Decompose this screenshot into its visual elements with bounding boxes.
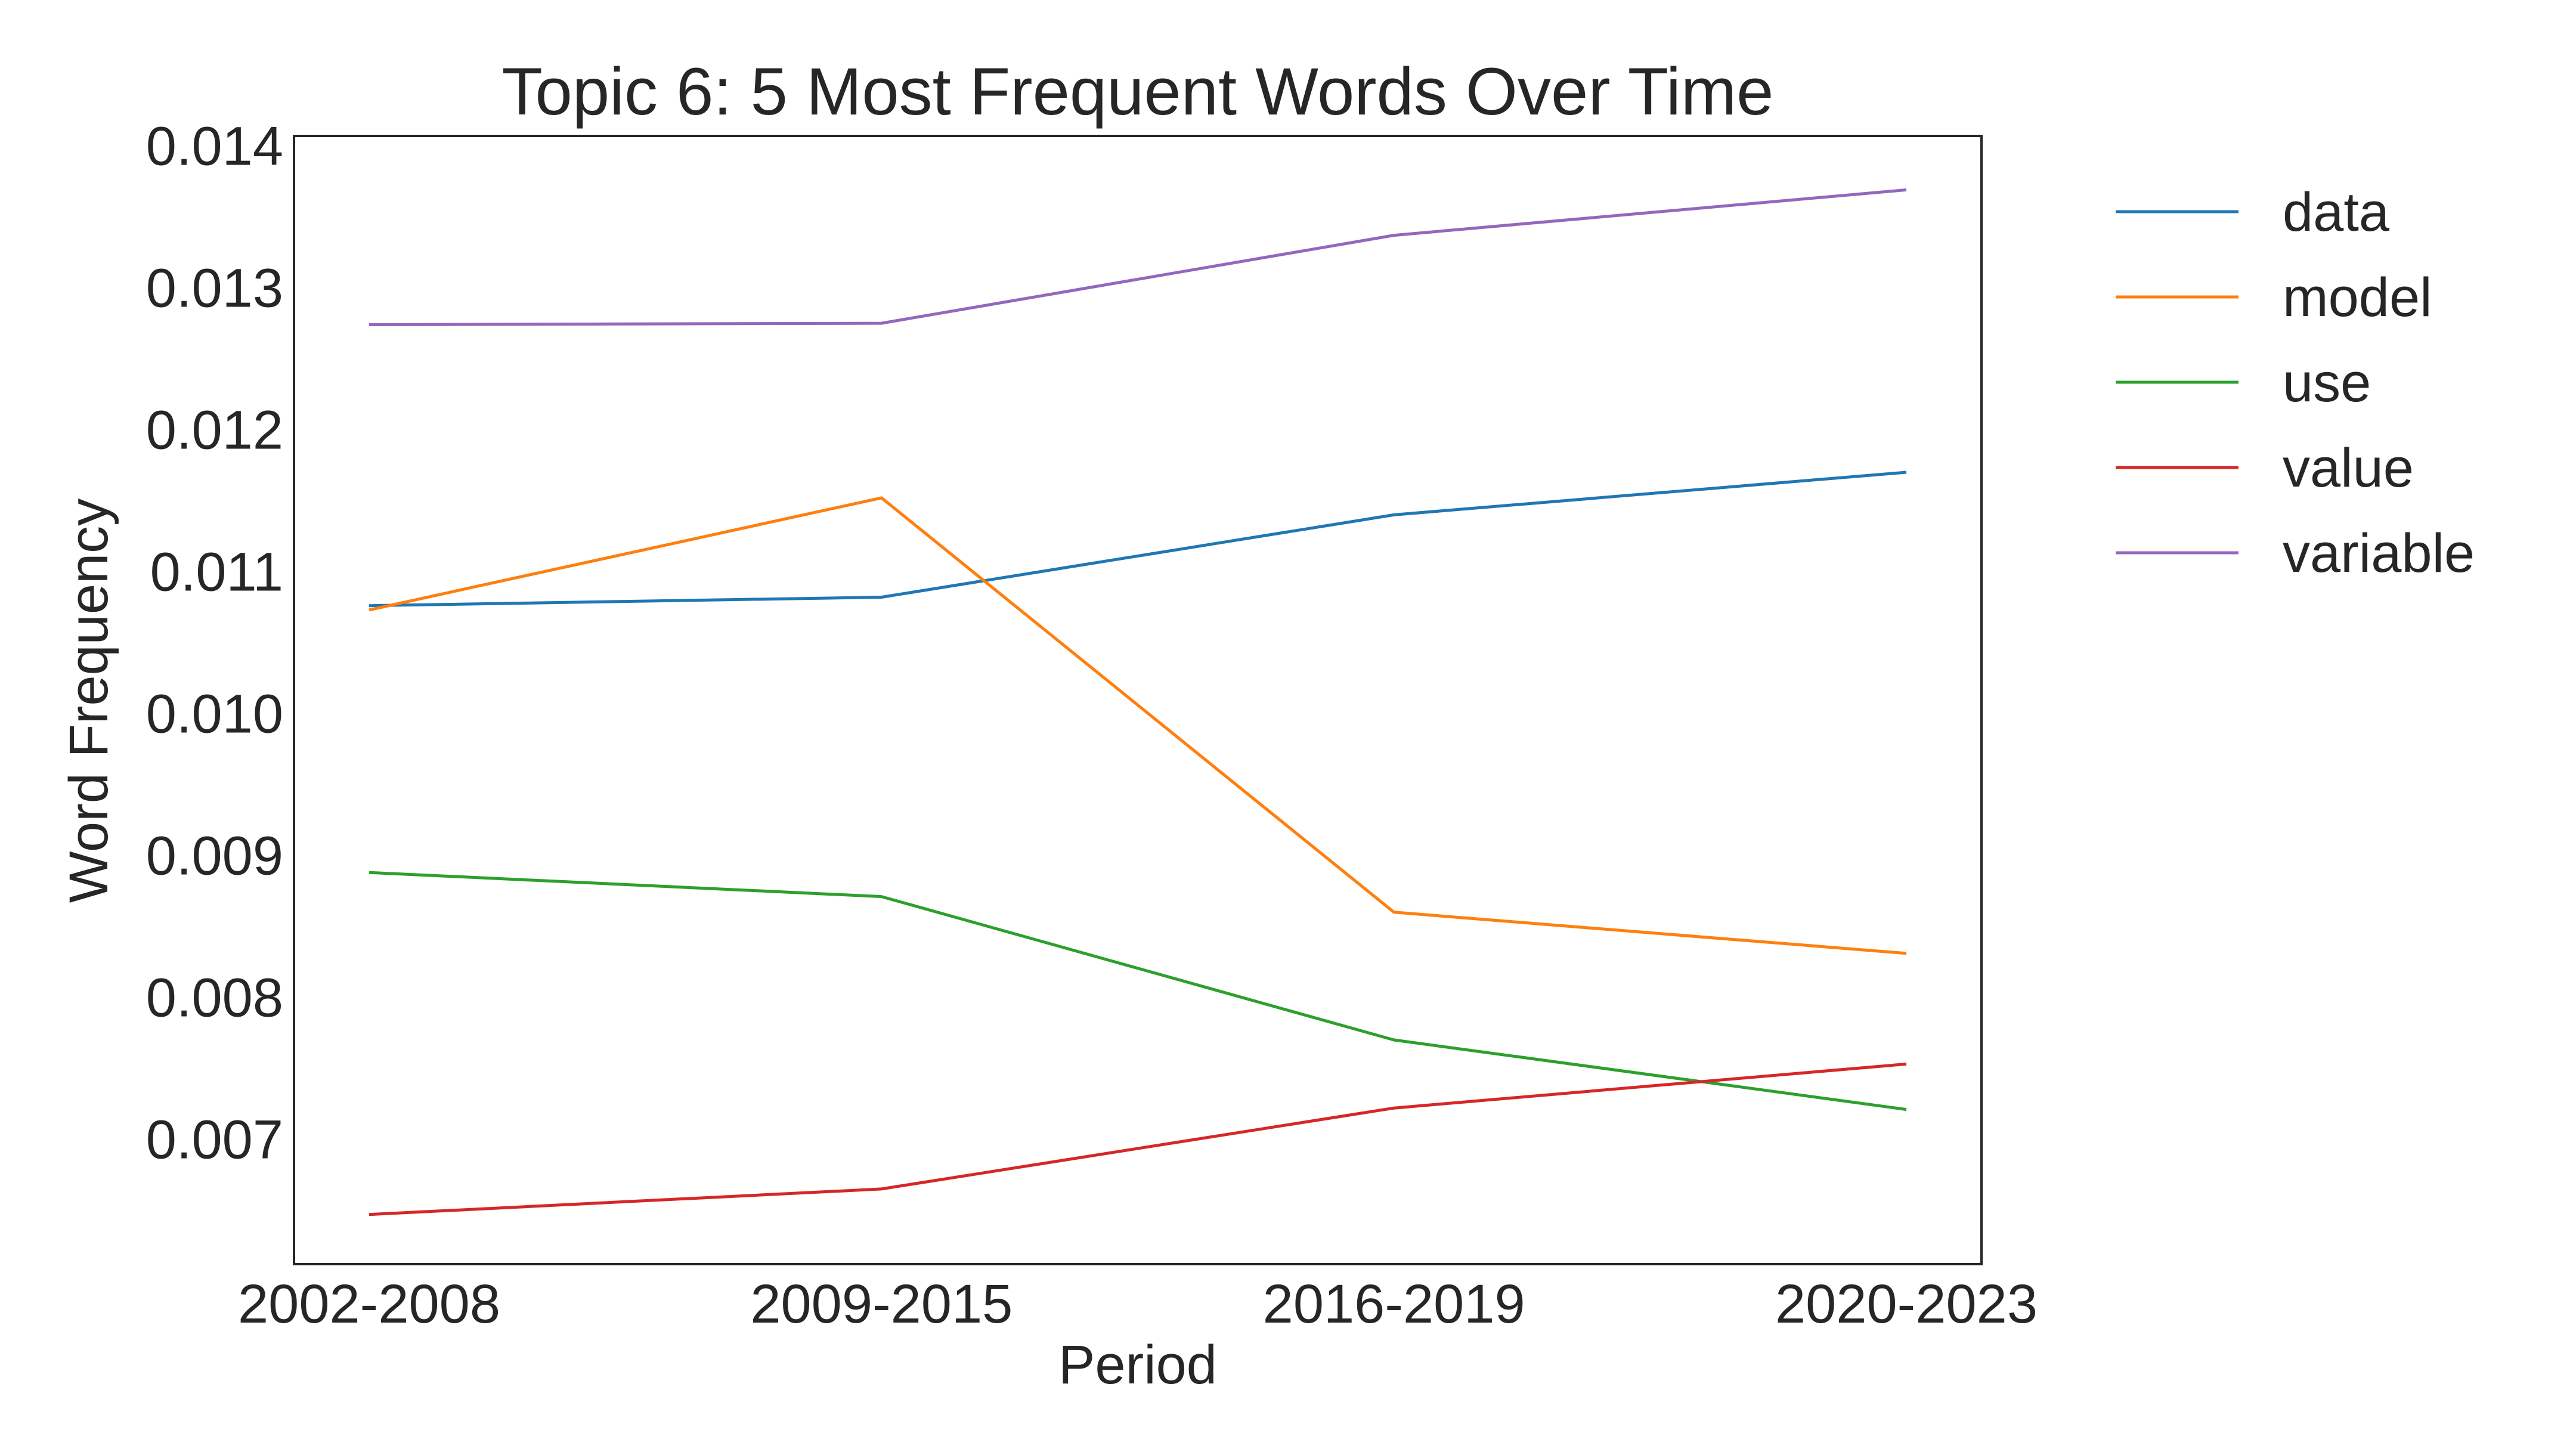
y-tick-label: 0.014 — [146, 116, 283, 177]
series-line-variable — [369, 188, 1907, 326]
y-tick-label: 0.011 — [150, 542, 283, 603]
y-tick-label: 0.008 — [146, 968, 283, 1029]
y-tick-label: 0.010 — [146, 684, 283, 745]
series-line-data — [369, 470, 1907, 608]
x-tick-label: 2020-2023 — [1775, 1274, 2038, 1335]
y-tick-label: 0.007 — [146, 1110, 283, 1171]
x-tick-label: 2002-2008 — [238, 1274, 500, 1335]
y-axis-label: Word Frequency — [58, 499, 119, 903]
ticks-layer: 2002-2008 2009-2015 2016-2019 2020-2023 0.00… — [146, 116, 2038, 1335]
series-line-value — [369, 1062, 1907, 1216]
legend-label-value: value — [2283, 438, 2414, 499]
y-tick-label: 0.012 — [146, 400, 283, 461]
x-tick-label: 2016-2019 — [1263, 1274, 1525, 1335]
series-layer — [369, 188, 1907, 1216]
series-line-model — [369, 496, 1907, 955]
y-tick-label: 0.009 — [146, 826, 283, 887]
legend-label-model: model — [2283, 267, 2432, 328]
series-line-use — [369, 871, 1907, 1111]
y-tick-label: 0.013 — [146, 258, 283, 319]
x-axis-label: Period — [1058, 1335, 1217, 1395]
x-tick-label: 2009-2015 — [750, 1274, 1013, 1335]
legend-label-variable: variable — [2283, 523, 2475, 584]
legend: data model use value variable — [2116, 182, 2475, 584]
legend-label-data: data — [2283, 182, 2390, 243]
chart-title: Topic 6: 5 Most Frequent Words Over Time — [502, 54, 1774, 129]
plot-area-frame — [293, 135, 1983, 1265]
legend-label-use: use — [2283, 352, 2371, 413]
